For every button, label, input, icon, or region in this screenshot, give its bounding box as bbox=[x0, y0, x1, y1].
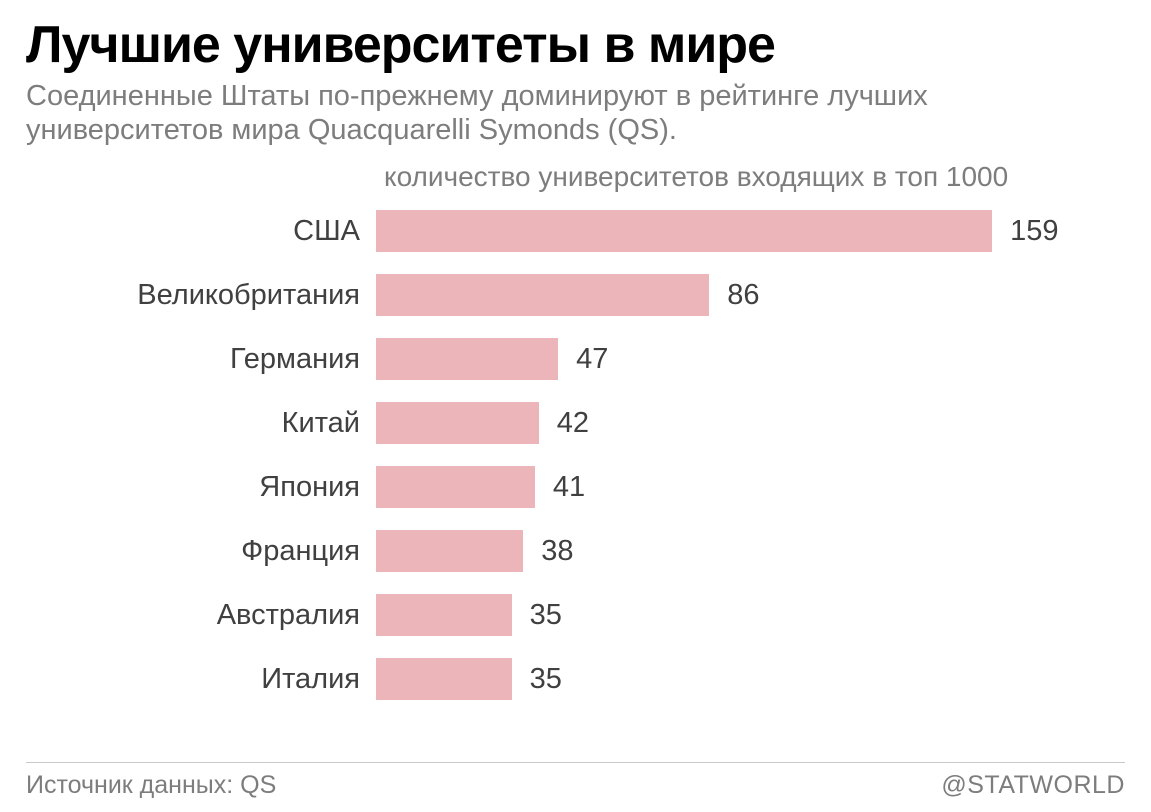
bar-value: 38 bbox=[523, 535, 573, 568]
bar-row: Франция 38 bbox=[26, 519, 1125, 583]
bar-row: США 159 bbox=[26, 199, 1125, 263]
bar-row: Япония 41 bbox=[26, 455, 1125, 519]
bar-area: 38 bbox=[376, 519, 996, 583]
bar-value: 86 bbox=[709, 279, 759, 312]
bar-label: Италия bbox=[26, 663, 376, 696]
bar bbox=[376, 530, 523, 572]
bar bbox=[376, 210, 992, 252]
bar-area: 159 bbox=[376, 199, 1059, 263]
bar-label: Франция bbox=[26, 535, 376, 568]
footer: Источник данных: QS @STATWORLD bbox=[26, 762, 1125, 800]
bar-row: Австралия 35 bbox=[26, 583, 1125, 647]
bar bbox=[376, 274, 709, 316]
bar-area: 35 bbox=[376, 647, 996, 711]
bar-area: 86 bbox=[376, 263, 996, 327]
bar-value: 159 bbox=[992, 215, 1058, 248]
bar-label: Германия bbox=[26, 343, 376, 376]
page-subtitle: Соединенные Штаты по-прежнему доминируют… bbox=[26, 79, 1106, 147]
bar-area: 47 bbox=[376, 327, 996, 391]
bar-area: 35 bbox=[376, 583, 996, 647]
bar-area: 42 bbox=[376, 391, 996, 455]
bar-row: Китай 42 bbox=[26, 391, 1125, 455]
attribution: @STATWORLD bbox=[941, 771, 1125, 800]
source-label: Источник данных: QS bbox=[26, 771, 276, 800]
bar bbox=[376, 594, 512, 636]
bar bbox=[376, 402, 539, 444]
bar-value: 47 bbox=[558, 343, 608, 376]
bar-row: Италия 35 bbox=[26, 647, 1125, 711]
bar-chart: США 159 Великобритания 86 Германия 47 Китай 42 Я… bbox=[26, 199, 1125, 711]
bar-label: Австралия bbox=[26, 599, 376, 632]
bar bbox=[376, 466, 535, 508]
chart-axis-title: количество университетов входящих в топ … bbox=[26, 161, 1125, 193]
infographic-container: Лучшие университеты в мире Соединенные Ш… bbox=[0, 0, 1151, 812]
bar-row: Германия 47 bbox=[26, 327, 1125, 391]
bar-value: 35 bbox=[512, 599, 562, 632]
bar-label: Великобритания bbox=[26, 279, 376, 312]
bar-value: 42 bbox=[539, 407, 589, 440]
bar-label: Япония bbox=[26, 471, 376, 504]
bar-value: 35 bbox=[512, 663, 562, 696]
bar bbox=[376, 338, 558, 380]
bar-value: 41 bbox=[535, 471, 585, 504]
bar-area: 41 bbox=[376, 455, 996, 519]
bar-label: США bbox=[26, 215, 376, 248]
page-title: Лучшие университеты в мире bbox=[26, 18, 1125, 73]
bar-label: Китай bbox=[26, 407, 376, 440]
bar bbox=[376, 658, 512, 700]
bar-row: Великобритания 86 bbox=[26, 263, 1125, 327]
